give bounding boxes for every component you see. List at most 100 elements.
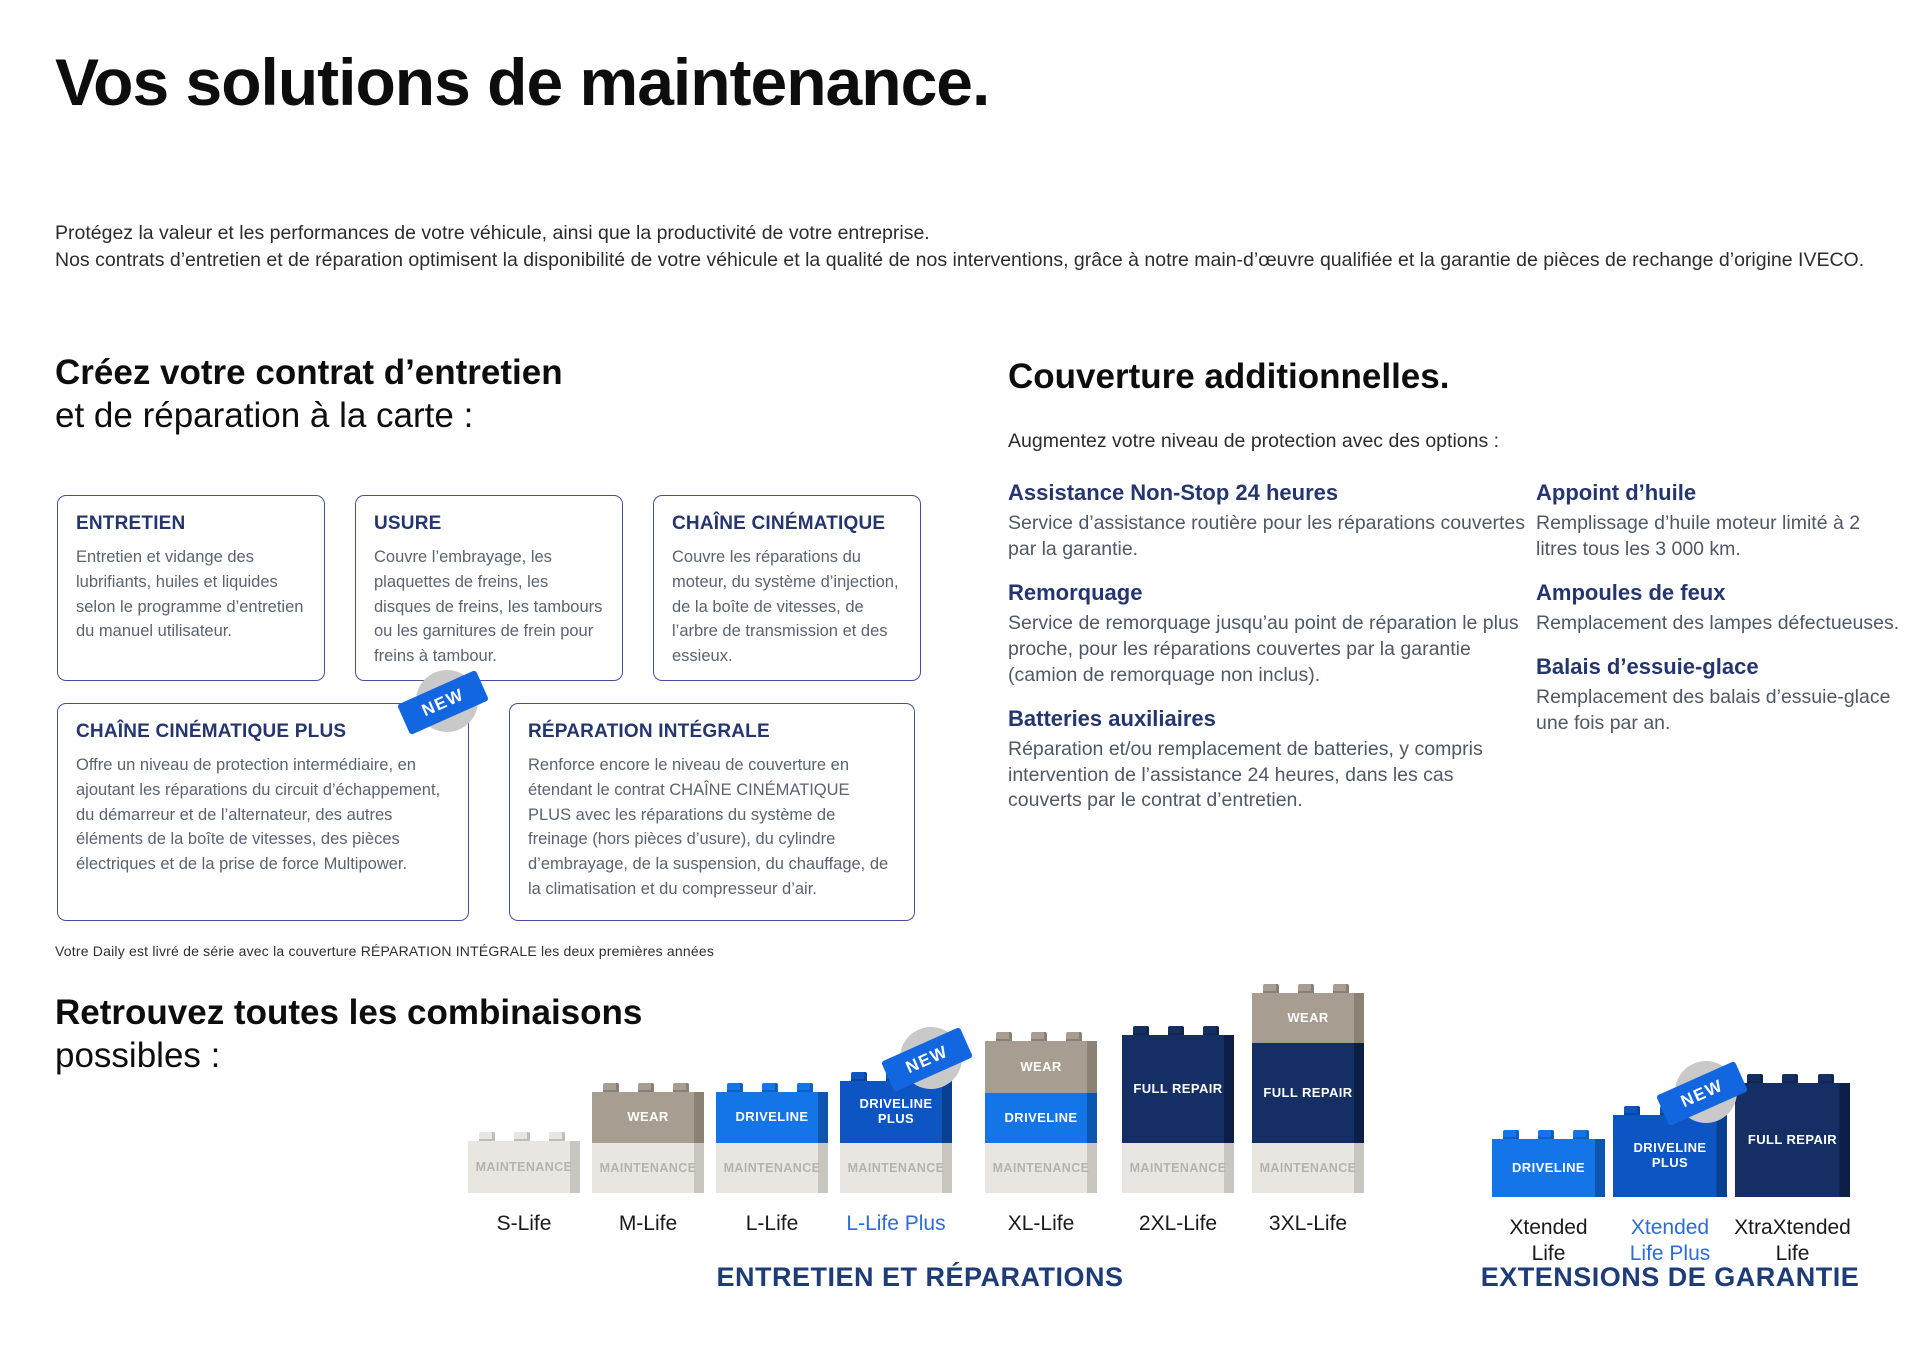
page-title: Vos solutions de maintenance. bbox=[55, 45, 990, 119]
brick-stud bbox=[603, 1083, 620, 1092]
contracts-heading-bold: Créez votre contrat d’entretien bbox=[55, 353, 563, 392]
stack-label: S-Life bbox=[496, 1212, 552, 1235]
new-badge: NEW bbox=[397, 668, 489, 756]
option-assistance: Assistance Non-Stop 24 heures Service d’… bbox=[1008, 480, 1532, 563]
brick-segment-full_repair: FULL REPAIR bbox=[1122, 1035, 1234, 1143]
intro-line-2: Nos contrats d’entretien et de réparatio… bbox=[55, 249, 1865, 272]
brick-stud bbox=[996, 1032, 1013, 1041]
brick-stud bbox=[1573, 1130, 1590, 1139]
option-title: Remorquage bbox=[1008, 579, 1143, 605]
brick-stud bbox=[672, 1083, 689, 1092]
brick-stack: MAINTENANCE FULL REPAIR WEAR bbox=[1252, 984, 1364, 1193]
card-title: RÉPARATION INTÉGRALE bbox=[528, 721, 770, 742]
coverage-column-1: Assistance Non-Stop 24 heures Service d’… bbox=[1008, 480, 1532, 831]
brick-stack: MAINTENANCE WEAR bbox=[592, 1083, 704, 1193]
brick-stud bbox=[796, 1083, 813, 1092]
option-balais: Balais d’essuie-glace Remplacement des b… bbox=[1536, 654, 1904, 737]
brick-stud bbox=[1503, 1130, 1520, 1139]
brick-stack: MAINTENANCE DRIVELINE bbox=[716, 1083, 828, 1193]
brick-segment-maintenance: MAINTENANCE bbox=[716, 1143, 828, 1193]
brick-stud bbox=[1133, 1026, 1150, 1035]
brick-segment-driveline: DRIVELINE bbox=[1492, 1139, 1605, 1197]
intro-line-1: Protégez la valeur et les performances d… bbox=[55, 222, 930, 244]
card-title: ENTRETIEN bbox=[76, 513, 186, 534]
new-badge: NEW bbox=[881, 1025, 973, 1113]
footnote: Votre Daily est livré de série avec la c… bbox=[55, 943, 715, 959]
stack-label: 3XL-Life bbox=[1268, 1212, 1348, 1235]
card-entretien: ENTRETIEN Entretien et vidange des lubri… bbox=[57, 495, 325, 681]
card-chaine-cinematique: CHAÎNE CINÉMATIQUE Couvre les réparation… bbox=[653, 495, 921, 681]
intro-paragraph: Protégez la valeur et les performances d… bbox=[55, 220, 1870, 275]
brick-segment-maintenance: MAINTENANCE bbox=[592, 1143, 704, 1193]
option-title: Ampoules de feux bbox=[1536, 579, 1726, 605]
brick-stud bbox=[761, 1083, 778, 1092]
brick-stud bbox=[1202, 1026, 1219, 1035]
option-appoint-huile: Appoint d’huile Remplissage d’huile mote… bbox=[1536, 480, 1904, 563]
brick-segment-wear: WEAR bbox=[1252, 993, 1364, 1043]
coverage-column-2: Appoint d’huile Remplissage d’huile mote… bbox=[1536, 480, 1904, 754]
option-body: Service d’assistance routière pour les r… bbox=[1008, 512, 1526, 560]
brick-segment-driveline: DRIVELINE bbox=[716, 1092, 828, 1143]
brick-stack: DRIVELINE bbox=[1492, 1130, 1605, 1197]
contracts-heading-regular: et de réparation à la carte : bbox=[55, 395, 474, 435]
brick-stud bbox=[1297, 984, 1314, 993]
brick-segment-maintenance: MAINTENANCE bbox=[985, 1143, 1097, 1193]
card-title: CHAÎNE CINÉMATIQUE bbox=[672, 513, 886, 534]
brick-segment-maintenance: MAINTENANCE bbox=[840, 1143, 952, 1193]
brick-stud bbox=[1817, 1074, 1834, 1083]
stack-label: L-Life bbox=[745, 1212, 799, 1235]
brick-stud bbox=[1624, 1106, 1641, 1115]
combinations-heading-bold: Retrouvez toutes les combinaisons bbox=[55, 993, 643, 1032]
brick-stack: FULL REPAIR bbox=[1735, 1074, 1850, 1197]
option-batteries: Batteries auxiliaires Réparation et/ou r… bbox=[1008, 706, 1532, 815]
combinations-heading: Retrouvez toutes les combinaisons possib… bbox=[55, 992, 642, 1077]
stack-label: 2XL-Life bbox=[1138, 1212, 1218, 1235]
brick-stack: MAINTENANCE bbox=[468, 1132, 580, 1193]
brick-segment-maintenance: MAINTENANCE bbox=[1122, 1143, 1234, 1193]
option-title: Appoint d’huile bbox=[1536, 480, 1697, 505]
coverage-subheading: Augmentez votre niveau de protection ave… bbox=[1008, 430, 1500, 452]
brick-stud bbox=[1167, 1026, 1184, 1035]
option-body: Remplacement des lampes défectueuses. bbox=[1536, 611, 1900, 634]
card-body: Offre un niveau de protection intermédia… bbox=[76, 756, 441, 873]
caption-extensions-garantie: EXTENSIONS DE GARANTIE bbox=[1480, 1262, 1860, 1292]
card-body: Couvre les réparations du moteur, du sys… bbox=[672, 548, 899, 665]
option-body: Remplissage d’huile moteur limité à 2 li… bbox=[1536, 512, 1861, 560]
brick-stud bbox=[1746, 1074, 1763, 1083]
caption-entretien-reparations: ENTRETIEN ET RÉPARATIONS bbox=[716, 1262, 1124, 1292]
option-title: Assistance Non-Stop 24 heures bbox=[1008, 480, 1339, 505]
brick-stud bbox=[548, 1132, 565, 1141]
brick-stud bbox=[1263, 984, 1280, 993]
brick-stack: MAINTENANCE DRIVELINE WEAR bbox=[985, 1032, 1097, 1193]
brick-segment-maintenance: MAINTENANCE bbox=[1252, 1143, 1364, 1193]
stack-label: XL-Life bbox=[1007, 1212, 1075, 1235]
brick-stud bbox=[851, 1072, 868, 1081]
coverage-heading-text: Couverture additionnelles. bbox=[1008, 357, 1450, 396]
brick-stud bbox=[479, 1132, 496, 1141]
stack-label: L-Life Plus bbox=[846, 1212, 946, 1235]
option-ampoules: Ampoules de feux Remplacement des lampes… bbox=[1536, 580, 1904, 637]
card-body: Renforce encore le niveau de couverture … bbox=[528, 756, 889, 898]
card-body: Couvre l’embrayage, les plaquettes de fr… bbox=[374, 548, 603, 665]
brick-segment-maintenance: MAINTENANCE bbox=[468, 1141, 580, 1193]
stack-label: Xtended Life bbox=[1509, 1216, 1588, 1266]
brick-segment-driveline: DRIVELINE bbox=[985, 1093, 1097, 1143]
card-reparation-integrale: RÉPARATION INTÉGRALE Renforce encore le … bbox=[509, 703, 915, 921]
option-title: Batteries auxiliaires bbox=[1008, 705, 1216, 731]
brick-stud bbox=[1782, 1074, 1799, 1083]
brick-segment-wear: WEAR bbox=[985, 1041, 1097, 1093]
card-body: Entretien et vidange des lubrifiants, hu… bbox=[76, 548, 304, 641]
brick-stud bbox=[727, 1083, 744, 1092]
option-body: Service de remorquage jusqu’au point de … bbox=[1008, 611, 1519, 686]
brick-segment-wear: WEAR bbox=[592, 1092, 704, 1143]
stack-label: M-Life bbox=[618, 1212, 678, 1235]
brick-segment-full_repair: FULL REPAIR bbox=[1252, 1043, 1364, 1143]
stack-label: XtraXtended Life bbox=[1734, 1216, 1851, 1266]
brick-stack: MAINTENANCE FULL REPAIR bbox=[1122, 1026, 1234, 1193]
brick-stud bbox=[1065, 1032, 1082, 1041]
contracts-heading: Créez votre contrat d’entretien et de ré… bbox=[55, 352, 563, 437]
coverage-heading: Couverture additionnelles. bbox=[1008, 356, 1449, 399]
brick-stud bbox=[513, 1132, 530, 1141]
